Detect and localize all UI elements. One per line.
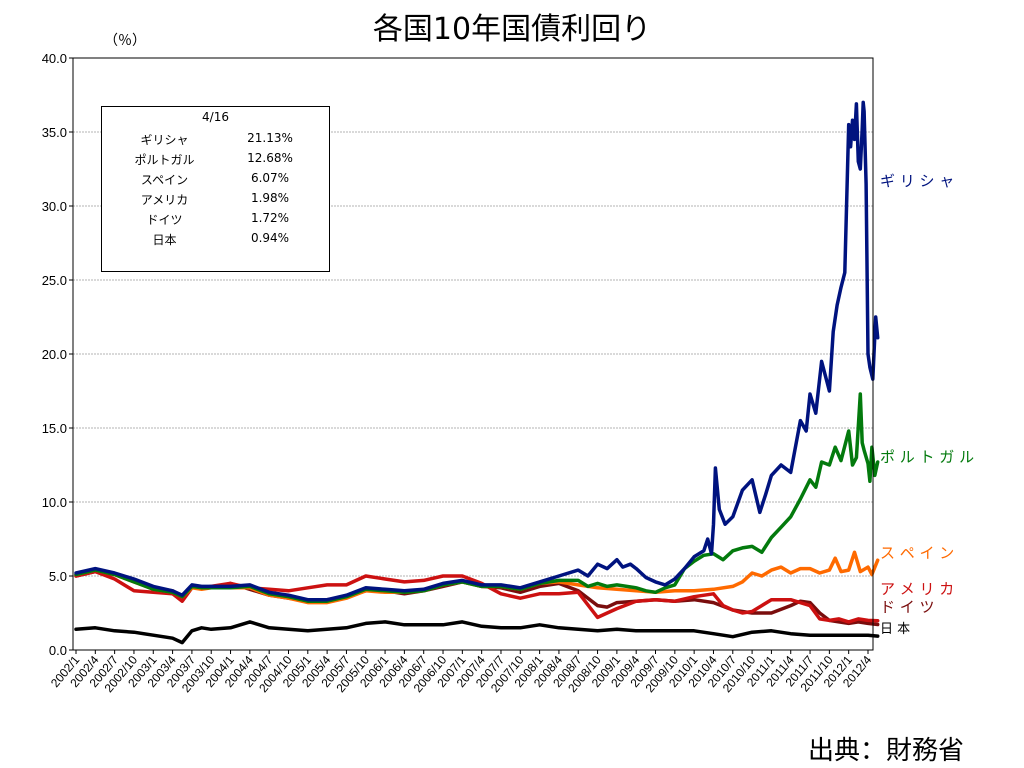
y-tick-label: 5.0 — [49, 569, 67, 584]
y-axis-unit-label: （％） — [104, 33, 146, 49]
series-line — [74, 569, 880, 627]
legend-yield-value: 1.72% — [250, 211, 290, 225]
legend-yield-value: 1.98% — [250, 191, 290, 205]
series-label-japan: 日 本 — [880, 622, 911, 637]
legend-country-name: ポルトガル — [134, 153, 195, 167]
y-axis-ticks: 0.0 5.0 10.0 15.0 20.0 25.0 30.0 35.0 40.0 — [42, 51, 73, 658]
x-axis-ticks: 2002/12002/42002/72002/102003/12003/4200… — [48, 650, 875, 695]
source-note: 出典：財務省 — [808, 736, 965, 766]
legend-date: 4/16 — [202, 110, 229, 124]
y-tick-label: 40.0 — [42, 51, 67, 66]
y-tick-label: 30.0 — [42, 199, 67, 214]
y-tick-label: 15.0 — [42, 421, 67, 436]
legend-country-name: スペイン — [140, 173, 189, 187]
legend-row: ギリシャ 21.13% — [102, 131, 329, 151]
legend-yield-value: 0.94% — [250, 231, 290, 245]
y-tick-label: 20.0 — [42, 347, 67, 362]
series-line — [74, 550, 880, 605]
series-label-usa: ア メ リ カ — [880, 580, 955, 598]
legend-yield-value: 12.68% — [247, 151, 293, 165]
y-tick-label: 25.0 — [42, 273, 67, 288]
series-lines — [74, 100, 880, 645]
series-line — [74, 620, 880, 645]
series-label-spain: ス ペ イ ン — [880, 544, 955, 562]
legend-row: アメリカ 1.98% — [102, 191, 329, 211]
y-tick-label: 10.0 — [42, 495, 67, 510]
legend-yield-value: 21.13% — [247, 131, 293, 145]
plot-area-frame — [72, 57, 874, 651]
y-tick-label: 35.0 — [42, 125, 67, 140]
y-tick-label: 0.0 — [49, 643, 67, 658]
legend-row: ポルトガル 12.68% — [102, 151, 329, 171]
legend-yield-value: 6.07% — [250, 171, 290, 185]
legend-row: 日本 0.94% — [102, 231, 329, 251]
series-line — [74, 100, 880, 602]
legend-row: スペイン 6.07% — [102, 171, 329, 191]
series-label-portugal: ポ ル ト ガ ル — [880, 448, 975, 466]
legend-row: ドイツ 1.72% — [102, 211, 329, 231]
series-label-germany: ド イ ツ — [880, 598, 935, 616]
legend-country-name: ギリシャ — [140, 133, 189, 147]
chart-title: 各国10年国債利回り — [372, 12, 652, 47]
legend-country-name: アメリカ — [140, 193, 189, 207]
series-label-greece: ギ リ シ ャ — [880, 172, 955, 190]
legend-country-name: ドイツ — [146, 213, 183, 227]
latest-values-box: 4/16 ギリシャ 21.13% ポルトガル 12.68% スペイン 6.07%… — [101, 106, 330, 272]
legend-country-name: 日本 — [152, 233, 177, 247]
